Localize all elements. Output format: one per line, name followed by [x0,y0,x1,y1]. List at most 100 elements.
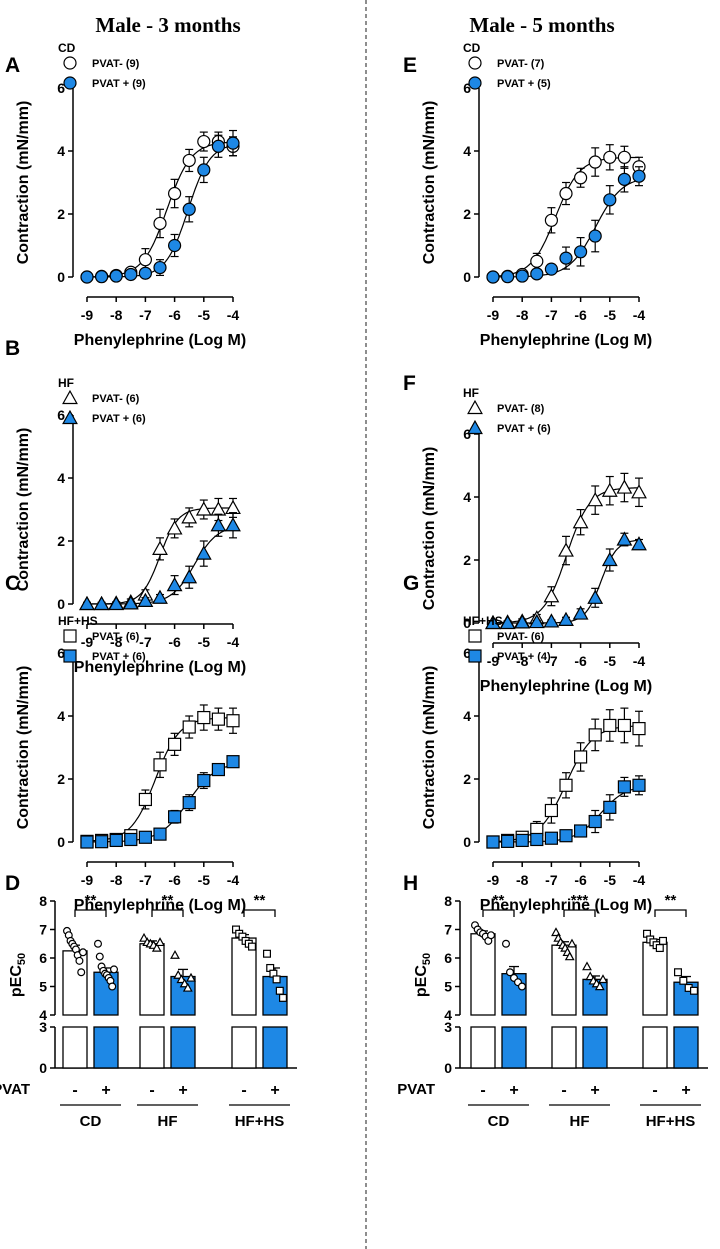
data-point [153,260,167,275]
data-point [617,172,632,186]
group-label: HF [158,1113,178,1130]
diet-label: HF+HS [463,614,503,628]
data-point [588,728,602,742]
data-point [617,780,632,794]
y-tick-label: 6 [463,80,471,96]
data-point [211,139,225,153]
y-tick-label: 5 [444,979,452,995]
panel-D-chart: D4567803pEC50PVAT-+**CD-+**HF-+**HF+HS [0,872,297,1130]
data-point [108,595,125,611]
significance-bracket [654,909,687,917]
data-point [530,832,544,847]
data-point [225,517,241,532]
data-point [515,833,529,848]
y-tick-label: 6 [57,645,65,661]
x-tick-label: -5 [604,307,617,323]
y-tick-label: 5 [39,979,47,995]
legend-label: PVAT- (8) [497,403,545,415]
data-point [655,944,664,953]
data-point [673,968,682,977]
y-tick-label: 6 [444,950,452,966]
data-point [197,134,211,149]
x-tick-label: -6 [168,872,181,888]
y-axis-label: Contraction (mN/mm) [15,428,32,592]
data-point [166,520,183,535]
pvat-sign: - [241,1082,246,1099]
data-point [93,595,110,611]
data-point [152,589,168,604]
data-point [197,163,211,177]
y-tick-label: 4 [463,708,471,724]
x-tick-label: -9 [487,653,500,669]
data-point [166,576,183,592]
data-point [588,229,602,243]
data-point [124,832,138,847]
y-tick-label: 0 [444,1060,452,1076]
data-point [195,501,212,516]
x-tick-label: -8 [110,634,123,650]
pvat-sign: + [681,1082,690,1099]
x-axis-label: Phenylephrine (Log M) [480,332,652,349]
x-tick-label: -7 [545,653,558,669]
bar-stub [470,1026,496,1069]
y-tick-label: 0 [57,834,65,850]
data-point [632,721,646,736]
data-point [544,831,559,845]
data-point [197,773,211,788]
x-tick-label: -8 [516,872,529,888]
data-point [138,830,152,844]
x-tick-label: -7 [545,307,558,323]
x-tick-label: -7 [139,307,152,323]
x-tick-label: -4 [633,872,646,888]
panel-label: A [5,54,20,77]
pvat-sign: + [509,1082,518,1099]
x-tick-label: -6 [574,307,587,323]
y-tick-label: 0 [57,269,65,285]
x-axis-label: Phenylephrine (Log M) [74,332,246,349]
legend-label: PVAT + (6) [497,423,551,435]
diet-label: CD [58,41,76,55]
y-tick-label: 7 [444,922,452,938]
y-tick-label: 2 [57,533,65,549]
data-point [75,956,84,965]
x-tick-label: -8 [516,307,529,323]
x-axis-label: Phenylephrine (Log M) [74,659,246,676]
data-point [501,834,515,848]
data-point [138,253,152,267]
panel-B-chart: B HF 0 2 4 6 -9 -8 -7 -6 -5 -4 Phenylephrine (Log M)… [5,337,246,676]
bar [642,941,668,1016]
data-point [181,569,198,584]
y-tick-label: 4 [444,1007,452,1023]
legend-marker [468,76,482,90]
x-tick-label: -6 [574,872,587,888]
x-tick-label: -7 [139,872,152,888]
pvat-sign: - [652,1082,657,1099]
significance-label: *** [571,892,589,909]
x-tick-label: -6 [168,634,181,650]
panel-label: E [403,54,417,77]
y-tick-label: 4 [57,470,65,486]
data-point [558,611,574,626]
data-point [617,150,632,164]
y-tick-label: 3 [39,1019,47,1035]
group-label: CD [80,1113,102,1130]
data-point [173,969,184,979]
data-point [558,542,574,557]
bar-stub [582,1026,608,1069]
data-point [170,950,180,959]
y-tick-label: 4 [463,489,471,505]
data-point [279,993,288,1002]
y-axis-label: pEC50 [8,953,28,997]
data-point [155,937,165,947]
data-point [211,762,225,777]
bar-stub [262,1026,288,1069]
data-point [616,479,633,494]
diet-label: CD [463,41,481,55]
x-tick-label: -8 [110,872,123,888]
data-point [544,803,559,818]
x-tick-label: -5 [198,634,211,650]
y-axis-label: Contraction (mN/mm) [15,101,32,265]
data-point [211,712,225,726]
significance-label: ** [85,892,97,909]
